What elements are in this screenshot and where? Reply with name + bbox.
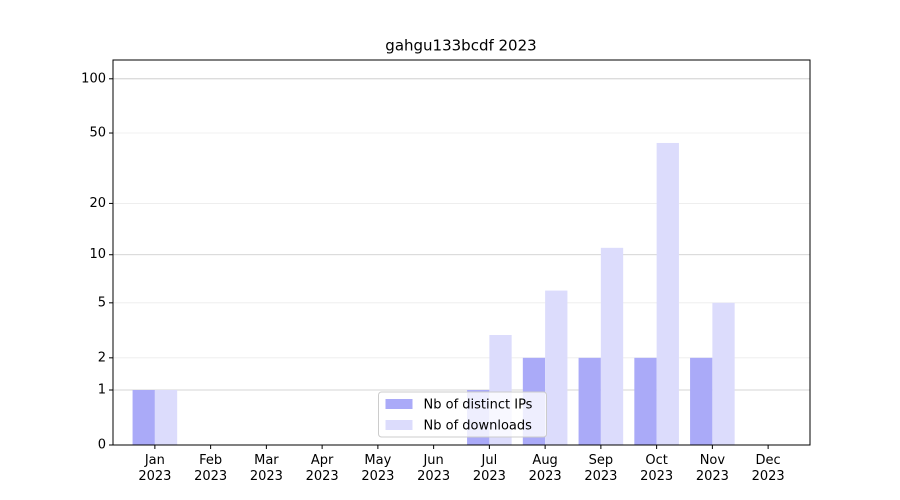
bar — [690, 357, 713, 445]
y-tick-label: 20 — [89, 196, 106, 211]
y-tick-label: 0 — [98, 438, 106, 453]
x-tick-label: Sep 2023 — [584, 453, 618, 484]
bar — [634, 357, 657, 445]
bar — [712, 302, 735, 445]
y-tick-label: 5 — [98, 295, 106, 310]
x-tick-label: Jul 2023 — [472, 453, 506, 484]
x-tick-label: May 2023 — [361, 453, 395, 484]
bar — [578, 357, 601, 445]
y-tick-label: 10 — [89, 247, 106, 262]
chart-title: gahgu133bcdf 2023 — [385, 37, 536, 55]
x-tick-label: Feb 2023 — [194, 453, 228, 484]
plot-frame — [112, 59, 811, 446]
bar — [600, 247, 624, 445]
legend: Nb of distinct IPs Nb of downloads — [378, 391, 547, 438]
bar — [656, 142, 679, 446]
x-tick-label: Apr 2023 — [305, 453, 339, 484]
y-tick-label: 1 — [98, 383, 106, 398]
legend-swatch — [385, 420, 413, 430]
x-tick-label: Oct 2023 — [640, 453, 674, 484]
x-tick-label: Nov 2023 — [695, 453, 729, 484]
bar — [545, 290, 568, 445]
legend-label: Nb of distinct IPs — [424, 398, 533, 413]
legend-box — [378, 391, 547, 438]
x-tick-label: Dec 2023 — [751, 453, 785, 484]
bar — [132, 390, 155, 445]
y-tick-label: 2 — [98, 350, 106, 365]
x-tick-label: Jun 2023 — [417, 453, 451, 484]
y-tick-label: 100 — [81, 71, 106, 86]
legend-swatch — [385, 399, 413, 409]
x-tick-label: Jan 2023 — [138, 453, 172, 484]
y-tick-label: 50 — [89, 126, 106, 141]
x-tick-label: Mar 2023 — [249, 453, 283, 484]
x-tick-label: Aug 2023 — [528, 453, 562, 484]
legend-label: Nb of downloads — [424, 419, 533, 434]
bar — [154, 390, 178, 445]
